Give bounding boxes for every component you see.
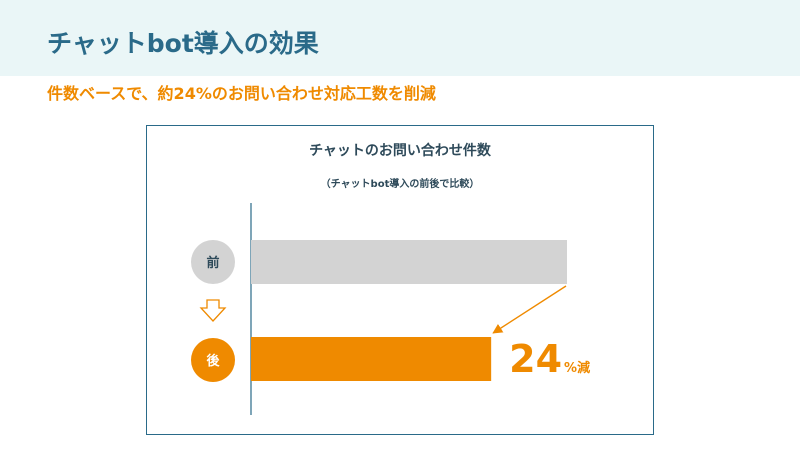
bar-before [251, 240, 567, 284]
slide-title: チャットbot導入の効果 [47, 29, 319, 58]
down-arrow-outline-icon [199, 299, 227, 322]
reduction-value: 24 [509, 337, 562, 381]
reduction-unit: %減 [564, 360, 590, 376]
chart-title: チャットのお問い合わせ件数 [309, 143, 491, 159]
category-label-after: 後 [206, 353, 220, 369]
category-label-before: 前 [206, 255, 219, 271]
header-band [0, 0, 800, 76]
slide-subtitle: 件数ベースで、約24%のお問い合わせ対応工数を削減 [47, 84, 436, 103]
bar-after [251, 337, 492, 381]
reduction-annotation: 24 %減 [509, 337, 590, 381]
chart-note: （チャットbot導入の前後で比較） [320, 179, 480, 190]
chart-frame [146, 125, 654, 435]
category-badge-before [191, 240, 235, 284]
diagonal-arrow-icon [492, 285, 567, 334]
category-badge-after [191, 338, 235, 382]
